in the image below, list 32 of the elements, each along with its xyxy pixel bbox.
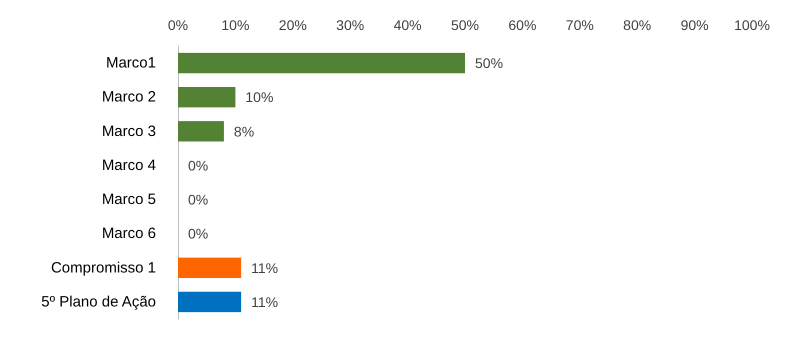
- bar: [178, 292, 242, 312]
- bar: [178, 121, 224, 142]
- bar: [178, 258, 242, 278]
- y-tick-label: Marco 2: [102, 88, 156, 106]
- y-tick-label: Marco1: [106, 54, 156, 72]
- x-tick-label: 100%: [734, 17, 770, 33]
- data-label: 0%: [188, 192, 208, 208]
- y-tick-label: Marco 5: [102, 191, 156, 208]
- y-tick-label: Marco 4: [102, 156, 156, 174]
- x-tick-label: 0%: [168, 17, 188, 33]
- x-tick-label: 90%: [680, 17, 709, 33]
- x-tick-label: 60%: [508, 17, 536, 33]
- x-tick-label: 40%: [394, 17, 422, 33]
- bar: [178, 52, 465, 74]
- data-label: 0%: [188, 157, 208, 174]
- x-tick-label: 80%: [623, 17, 652, 33]
- data-label: 10%: [245, 89, 274, 106]
- x-tick-label: 70%: [566, 17, 594, 33]
- data-label: 11%: [251, 260, 278, 276]
- bar: [178, 86, 236, 108]
- x-tick-label: 30%: [336, 17, 364, 33]
- data-label: 50%: [475, 55, 504, 72]
- data-label: 0%: [188, 226, 208, 242]
- data-label: 11%: [251, 294, 278, 310]
- y-tick-label: 5º Plano de Ação: [41, 293, 156, 310]
- x-tick-label: 50%: [450, 17, 480, 33]
- y-tick-label: Compromisso 1: [50, 259, 156, 276]
- x-tick-label: 20%: [278, 17, 307, 33]
- x-tick-label: 10%: [221, 17, 250, 33]
- y-tick-label: Marco 3: [102, 122, 156, 140]
- data-label: 8%: [234, 123, 254, 140]
- y-tick-label: Marco 6: [102, 225, 156, 242]
